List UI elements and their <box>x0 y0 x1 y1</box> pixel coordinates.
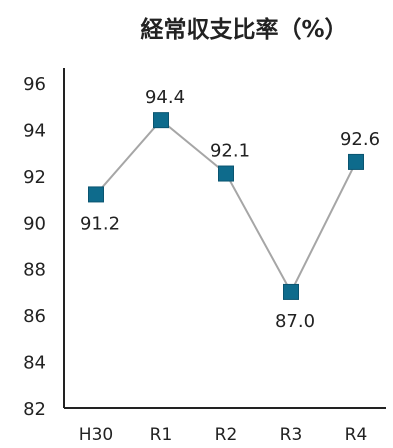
data-label: 92.6 <box>340 129 380 150</box>
x-category-label: R2 <box>215 425 238 445</box>
series-markers <box>88 112 364 300</box>
data-point <box>348 153 364 170</box>
data-label: 87.0 <box>275 311 315 332</box>
y-tick-label: 82 <box>23 399 46 420</box>
x-category-label: R4 <box>345 425 368 445</box>
data-label: 91.2 <box>80 213 120 234</box>
chart-title: 経常収支比率（%） <box>140 16 347 43</box>
data-point <box>218 165 234 182</box>
x-category-label: R3 <box>280 425 303 445</box>
y-tick-label: 94 <box>23 120 46 141</box>
data-point <box>88 186 104 203</box>
data-label: 94.4 <box>145 87 185 108</box>
data-point <box>283 283 299 300</box>
data-labels: 91.2 94.4 92.1 87.0 92.6 <box>80 87 380 332</box>
x-category-label: R1 <box>150 425 173 445</box>
y-tick-label: 84 <box>23 353 46 374</box>
data-label: 92.1 <box>210 141 250 162</box>
y-tick-label: 90 <box>23 213 46 234</box>
y-tick-label: 86 <box>23 306 46 327</box>
data-point <box>153 112 169 129</box>
y-tick-label: 96 <box>23 74 46 95</box>
y-tick-label: 92 <box>23 167 46 188</box>
x-category-labels: H30 R1 R2 R3 R4 <box>79 425 368 445</box>
x-category-label: H30 <box>79 425 113 445</box>
y-tick-label: 88 <box>23 260 46 281</box>
y-tick-labels: 82 84 86 88 90 92 94 96 <box>23 74 46 420</box>
